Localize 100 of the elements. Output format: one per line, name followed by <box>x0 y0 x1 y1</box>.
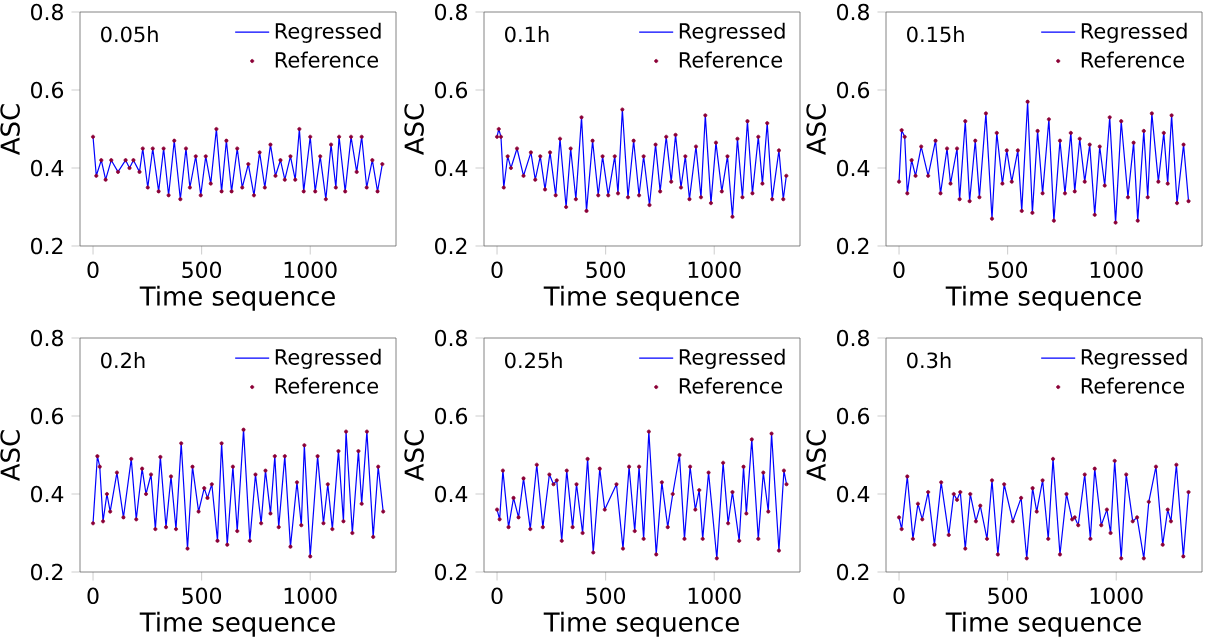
point <box>1088 536 1093 541</box>
point <box>1124 472 1129 477</box>
point <box>288 544 293 549</box>
point <box>1141 556 1146 561</box>
point <box>543 187 548 192</box>
point <box>963 119 968 124</box>
point <box>185 546 190 551</box>
point <box>719 189 724 194</box>
point <box>670 492 675 496</box>
y-axis-title: ASC <box>0 104 20 155</box>
y-tick-label: 0.2 <box>435 237 467 255</box>
point <box>297 127 302 131</box>
point <box>190 464 195 469</box>
legend-label: Reference <box>1081 51 1185 68</box>
point <box>137 169 142 174</box>
point <box>150 146 155 151</box>
point <box>948 181 953 186</box>
point <box>145 185 150 190</box>
point <box>1019 208 1024 213</box>
point <box>144 492 149 496</box>
point <box>198 193 203 198</box>
point <box>945 146 950 151</box>
point <box>1131 140 1136 145</box>
point <box>308 554 313 559</box>
point <box>683 154 688 159</box>
point <box>776 148 781 153</box>
legend-label: Reference <box>275 51 379 68</box>
point <box>978 503 983 508</box>
point <box>963 546 968 551</box>
point <box>272 454 277 459</box>
point <box>506 525 511 530</box>
point <box>241 427 246 432</box>
point <box>784 173 789 178</box>
point <box>1181 554 1186 559</box>
point <box>301 189 306 194</box>
point <box>230 464 235 469</box>
point <box>564 205 569 209</box>
point <box>534 462 539 467</box>
point <box>1077 136 1082 141</box>
point <box>713 140 718 145</box>
point <box>109 158 114 163</box>
point <box>149 472 154 477</box>
legend-label: Reference <box>275 377 379 394</box>
point <box>108 509 113 514</box>
point <box>323 197 328 202</box>
point <box>620 107 625 112</box>
point <box>1030 210 1035 215</box>
point <box>750 191 755 196</box>
point <box>897 179 902 184</box>
point <box>172 138 177 143</box>
point <box>977 195 982 200</box>
point <box>1051 218 1056 223</box>
x-tick-label: 0 <box>87 261 99 279</box>
point <box>341 519 346 524</box>
point <box>990 216 994 221</box>
point <box>1099 523 1104 528</box>
point <box>153 527 158 532</box>
y-axis-title: ASC <box>0 430 20 481</box>
point <box>215 538 220 543</box>
point <box>769 431 774 436</box>
point <box>606 193 611 198</box>
point <box>973 138 978 143</box>
point <box>1146 499 1151 504</box>
y-tick-label: 0.6 <box>435 81 468 99</box>
point <box>631 138 636 143</box>
point <box>336 449 341 454</box>
point <box>1119 119 1124 124</box>
y-tick-label: 0.4 <box>31 159 64 177</box>
y-tick-label: 0.8 <box>435 3 467 21</box>
point <box>659 480 664 485</box>
point <box>103 177 108 182</box>
point <box>1141 128 1146 133</box>
point <box>1156 179 1161 184</box>
x-tick-label: 1000 <box>1090 587 1143 605</box>
y-tick-label: 0.4 <box>31 485 64 503</box>
x-tick-label: 500 <box>586 261 626 279</box>
point <box>240 185 245 190</box>
point <box>318 154 323 159</box>
point <box>637 193 642 198</box>
point <box>559 538 564 543</box>
point <box>1108 531 1113 535</box>
point <box>933 138 938 143</box>
point <box>282 177 287 182</box>
point <box>246 162 251 167</box>
point <box>1030 486 1035 491</box>
point <box>1087 142 1092 147</box>
x-tick-label: 0 <box>87 587 99 605</box>
point <box>1004 148 1009 153</box>
x-axis-title: Time sequence <box>543 285 739 311</box>
point <box>932 542 937 547</box>
point <box>515 146 520 151</box>
y-tick-label: 0.6 <box>31 407 64 425</box>
point <box>897 515 902 520</box>
annotation: 0.05h <box>101 26 158 43</box>
point <box>730 214 735 219</box>
point <box>179 441 184 446</box>
point <box>1112 458 1117 463</box>
point <box>602 507 607 512</box>
point <box>273 173 278 178</box>
point <box>174 527 178 532</box>
